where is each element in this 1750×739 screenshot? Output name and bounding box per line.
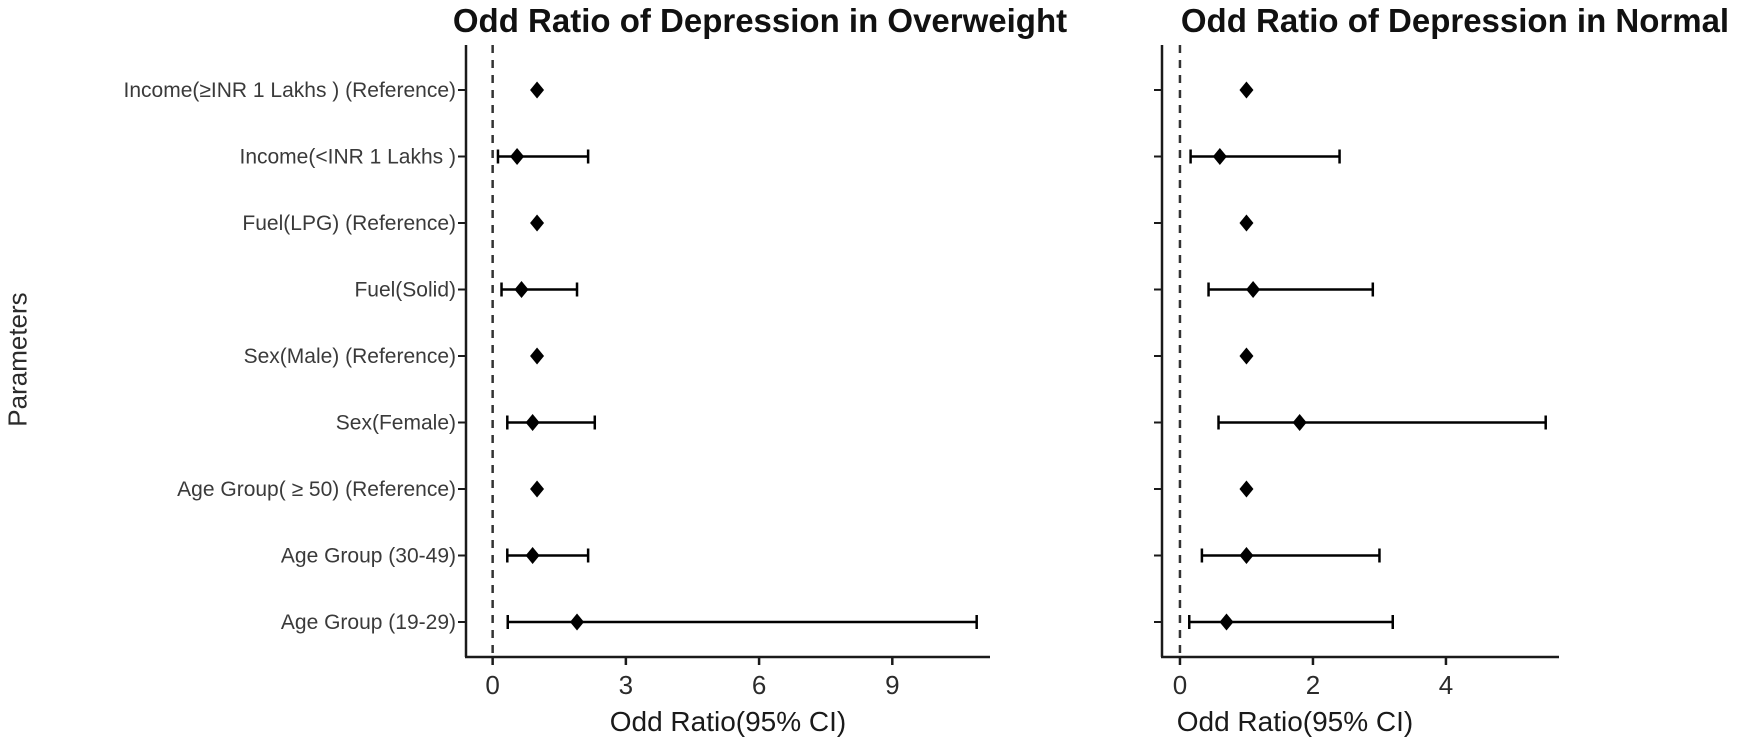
category-label: Age Group (30-49)	[281, 545, 456, 568]
forest-row: Age Group( ≥ 50) (Reference)	[177, 478, 545, 501]
forest-row	[1154, 547, 1381, 564]
x-axis-label-overweight: Odd Ratio(95% CI)	[609, 706, 847, 737]
forest-row: Fuel(LPG) (Reference)	[242, 212, 545, 235]
point-estimate-reference	[1239, 214, 1254, 232]
point-estimate	[525, 547, 540, 564]
category-label: Sex(Male) (Reference)	[244, 345, 456, 368]
panel-normal: 0 2 4	[1154, 45, 1559, 700]
x-tick-label: 0	[485, 670, 499, 700]
category-label: Age Group (19-29)	[281, 611, 456, 634]
point-estimate	[525, 414, 540, 431]
forest-row: Income(<INR 1 Lakhs )	[239, 146, 590, 169]
forest-row	[1154, 81, 1254, 99]
category-label: Fuel(Solid)	[354, 279, 456, 302]
point-estimate-reference	[530, 480, 545, 498]
forest-row: Income(≥INR 1 Lakhs ) (Reference)	[124, 79, 545, 102]
point-estimate	[1219, 613, 1234, 631]
point-estimate	[1246, 281, 1261, 298]
category-label: Sex(Female)	[336, 412, 456, 435]
forest-row	[1154, 148, 1341, 165]
forest-row	[1154, 281, 1375, 298]
forest-row: Sex(Male) (Reference)	[244, 345, 545, 368]
category-label: Fuel(LPG) (Reference)	[242, 212, 456, 235]
point-estimate	[1212, 148, 1227, 165]
point-estimate	[514, 281, 529, 298]
panel-title-overweight: Odd Ratio of Depression in Overweight	[452, 2, 1068, 39]
forest-row: Age Group (30-49)	[281, 545, 590, 568]
forest-row: Fuel(Solid)	[354, 279, 579, 302]
panel-title-normal: Odd Ratio of Depression in Normal	[1180, 2, 1730, 39]
x-tick-label: 9	[885, 670, 899, 700]
x-tick-label: 6	[752, 670, 766, 700]
forest-row: Sex(Female)	[336, 412, 597, 435]
point-estimate-reference	[530, 214, 545, 232]
category-label: Income(<INR 1 Lakhs )	[239, 146, 456, 169]
panel-overweight: 0 3 6 9 Income(≥INR 1 Lakhs ) (Reference) Inc…	[124, 45, 990, 700]
forest-row: Age Group (19-29)	[281, 611, 978, 634]
forest-row	[1154, 214, 1254, 232]
point-estimate-reference	[530, 347, 545, 365]
forest-row	[1154, 414, 1547, 431]
forest-row	[1154, 480, 1254, 498]
point-estimate-reference	[1239, 347, 1254, 365]
x-tick-label: 3	[619, 670, 633, 700]
point-estimate	[1239, 547, 1254, 564]
x-axis-label-normal: Odd Ratio(95% CI)	[1176, 706, 1414, 737]
category-label: Age Group( ≥ 50) (Reference)	[177, 478, 456, 501]
x-tick-label: 2	[1306, 670, 1320, 700]
point-estimate	[570, 613, 585, 631]
point-estimate	[510, 148, 525, 165]
point-estimate-reference	[530, 81, 545, 99]
x-tick-label: 0	[1173, 670, 1187, 700]
x-tick-label: 4	[1439, 670, 1453, 700]
point-estimate	[1292, 414, 1307, 431]
forest-row	[1154, 613, 1395, 631]
point-estimate-reference	[1239, 81, 1254, 99]
point-estimate-reference	[1239, 480, 1254, 498]
y-axis-label: Parameters	[2, 292, 33, 427]
category-label: Income(≥INR 1 Lakhs ) (Reference)	[124, 79, 456, 102]
forest-row	[1154, 347, 1254, 365]
